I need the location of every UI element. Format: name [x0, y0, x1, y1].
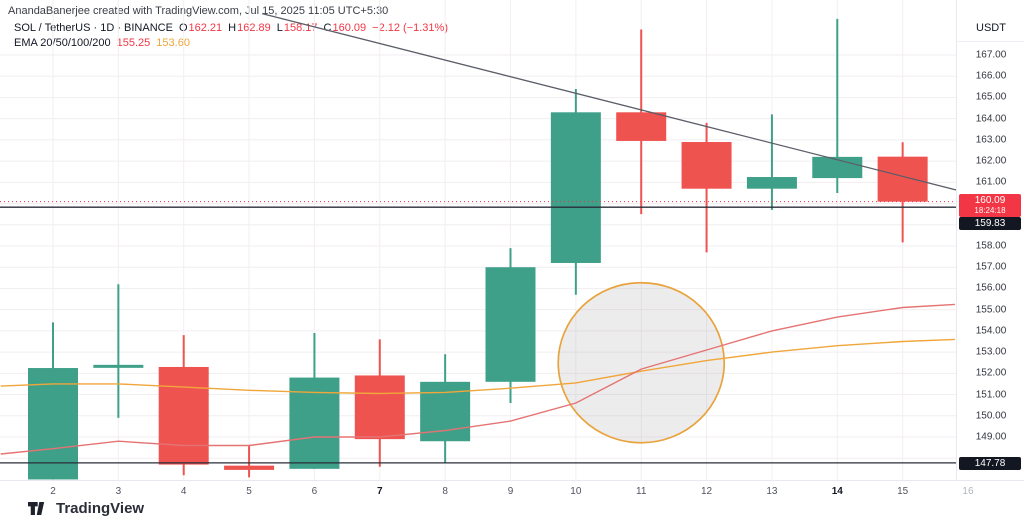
price-tick: 158.00	[975, 240, 1007, 252]
price-tick: 165.00	[975, 91, 1007, 103]
price-axis-separator	[957, 41, 1024, 42]
price-tick: 157.00	[975, 261, 1007, 273]
tradingview-logo-icon	[28, 502, 45, 515]
price-tick: 156.00	[975, 282, 1007, 294]
price-axis[interactable]: USDT 160.09 18:24:18 159.83 147.78 167.0…	[956, 0, 1024, 480]
time-tick: 15	[897, 486, 909, 497]
price-tick: 149.00	[975, 431, 1007, 443]
high-value: H 162.89	[228, 22, 271, 34]
candlestick-chart[interactable]	[0, 0, 956, 480]
candle-body	[28, 368, 78, 480]
candle-body	[746, 177, 797, 189]
time-tick: 9	[507, 486, 514, 497]
price-tick: 153.00	[975, 346, 1007, 358]
current-price-value: 160.09	[974, 194, 1006, 206]
candle-body	[485, 267, 536, 382]
trendline-drawing	[261, 12, 956, 191]
candle-body	[550, 112, 601, 263]
time-tick: 14	[831, 486, 843, 497]
chart-legend: SOL / TetherUS · 1D · BINANCE O162.21 H1…	[14, 21, 448, 51]
time-tick: 6	[311, 486, 318, 497]
price-tick: 163.00	[975, 134, 1007, 146]
price-tick: 164.00	[975, 113, 1007, 125]
price-tick: 152.00	[975, 367, 1007, 379]
ema-fast-line	[0, 303, 955, 455]
time-tick: 7	[377, 486, 383, 497]
time-axis[interactable]: 2 3 4 5 6 7 8 9 10 11 12 13 14 15 16	[0, 480, 1024, 505]
change-value: −2.12 (−1.31%)	[372, 22, 448, 34]
candle-body	[93, 364, 144, 368]
symbol-ohlc-row: SOL / TetherUS · 1D · BINANCE O162.21 H1…	[14, 21, 448, 36]
bar-countdown: 18:24:18	[974, 205, 1006, 215]
price-tick: 162.00	[975, 155, 1007, 167]
candle-body	[354, 375, 405, 440]
time-tick: 3	[115, 486, 122, 497]
ema-label[interactable]: EMA 20/50/100/200	[14, 37, 111, 49]
highlight-circle-drawing	[557, 281, 726, 444]
time-tick: 4	[180, 486, 187, 497]
time-tick: 2	[50, 486, 56, 497]
candle-body	[616, 112, 667, 141]
price-tick: 167.00	[975, 49, 1007, 61]
price-tick: 155.00	[975, 304, 1007, 316]
ema-slow-value: 153.60	[156, 37, 190, 49]
price-tick: 161.00	[975, 176, 1007, 188]
candle-body	[877, 156, 928, 202]
candle-body	[158, 366, 209, 465]
ema-indicator-row: EMA 20/50/100/200 155.25 153.60	[14, 36, 448, 51]
candle-body	[812, 156, 863, 179]
time-tick: 11	[636, 486, 647, 497]
current-price-badge: 160.09 18:24:18	[959, 193, 1021, 217]
price-tick: 154.00	[975, 325, 1007, 337]
hline-price-badge: 147.78	[959, 456, 1021, 470]
candle-body	[681, 142, 732, 189]
hline-price-badge: 159.83	[959, 216, 1021, 230]
time-tick: 10	[570, 486, 582, 497]
ema-fast-value: 155.25	[116, 37, 151, 49]
time-tick: 12	[701, 486, 713, 497]
price-tick: 150.00	[975, 410, 1007, 422]
symbol-title[interactable]: SOL / TetherUS · 1D · BINANCE	[14, 22, 173, 34]
ema-slow-line	[0, 338, 955, 395]
tradingview-logo-text: TradingView	[56, 500, 145, 517]
time-tick: 16	[962, 486, 974, 497]
candle-body	[224, 465, 275, 470]
time-tick: 8	[442, 486, 448, 497]
price-tick: 166.00	[975, 70, 1007, 82]
price-axis-unit: USDT	[976, 22, 1006, 34]
price-tick: 151.00	[975, 389, 1007, 401]
tradingview-logo[interactable]: TradingView	[28, 500, 144, 517]
time-tick: 13	[766, 486, 778, 497]
watermark-attribution: AnandaBanerjee created with TradingView.…	[8, 5, 389, 17]
time-tick: 5	[246, 486, 252, 497]
close-value: C 160.09	[323, 22, 367, 34]
